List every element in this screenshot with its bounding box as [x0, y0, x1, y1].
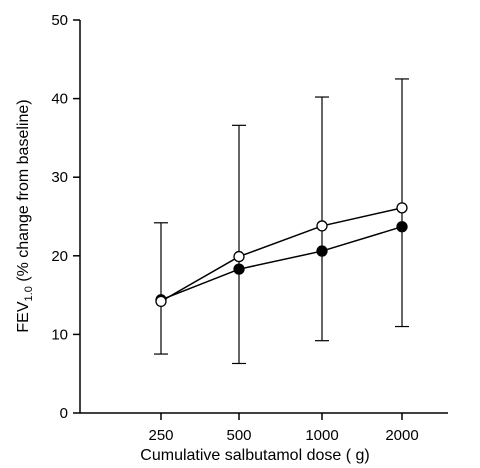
open-circle-marker	[233, 250, 245, 263]
data-markers	[155, 202, 408, 308]
series-lines	[160, 207, 403, 303]
x-tick-label: 1000	[305, 427, 338, 444]
x-ticks: 250 500 1000 2000	[148, 413, 419, 444]
open-circle-marker	[155, 295, 167, 308]
series-line	[160, 207, 403, 303]
y-tick-label: 0	[60, 405, 68, 422]
x-tick-label: 500	[226, 427, 251, 444]
y-tick-label: 40	[51, 91, 68, 108]
open-circle-marker	[316, 220, 328, 232]
y-tick-label: 50	[51, 12, 68, 29]
x-tick-label: 2000	[385, 427, 418, 444]
filled-circle-marker	[396, 221, 408, 233]
filled-circle-marker	[316, 245, 328, 257]
x-tick-label: 250	[148, 427, 173, 444]
y-axis-label-main: FEV	[15, 301, 32, 332]
series-line	[160, 226, 403, 301]
x-axis-label: Cumulative salbutamol dose ( g)	[140, 447, 369, 464]
y-axis-label-rest: (% change from baseline)	[15, 99, 32, 286]
y-tick-label: 30	[51, 169, 68, 186]
y-tick-label: 20	[51, 248, 68, 265]
y-axis-label: FEV1.0 (% change from baseline)	[15, 99, 35, 332]
open-circle-marker	[396, 202, 408, 214]
y-axis-label-subscript: 1.0	[23, 286, 35, 301]
y-tick-label: 10	[51, 326, 68, 343]
y-ticks: 0 10 20 30 40 50	[51, 12, 80, 422]
filled-circle-marker	[233, 263, 245, 275]
error-bars	[154, 78, 409, 365]
